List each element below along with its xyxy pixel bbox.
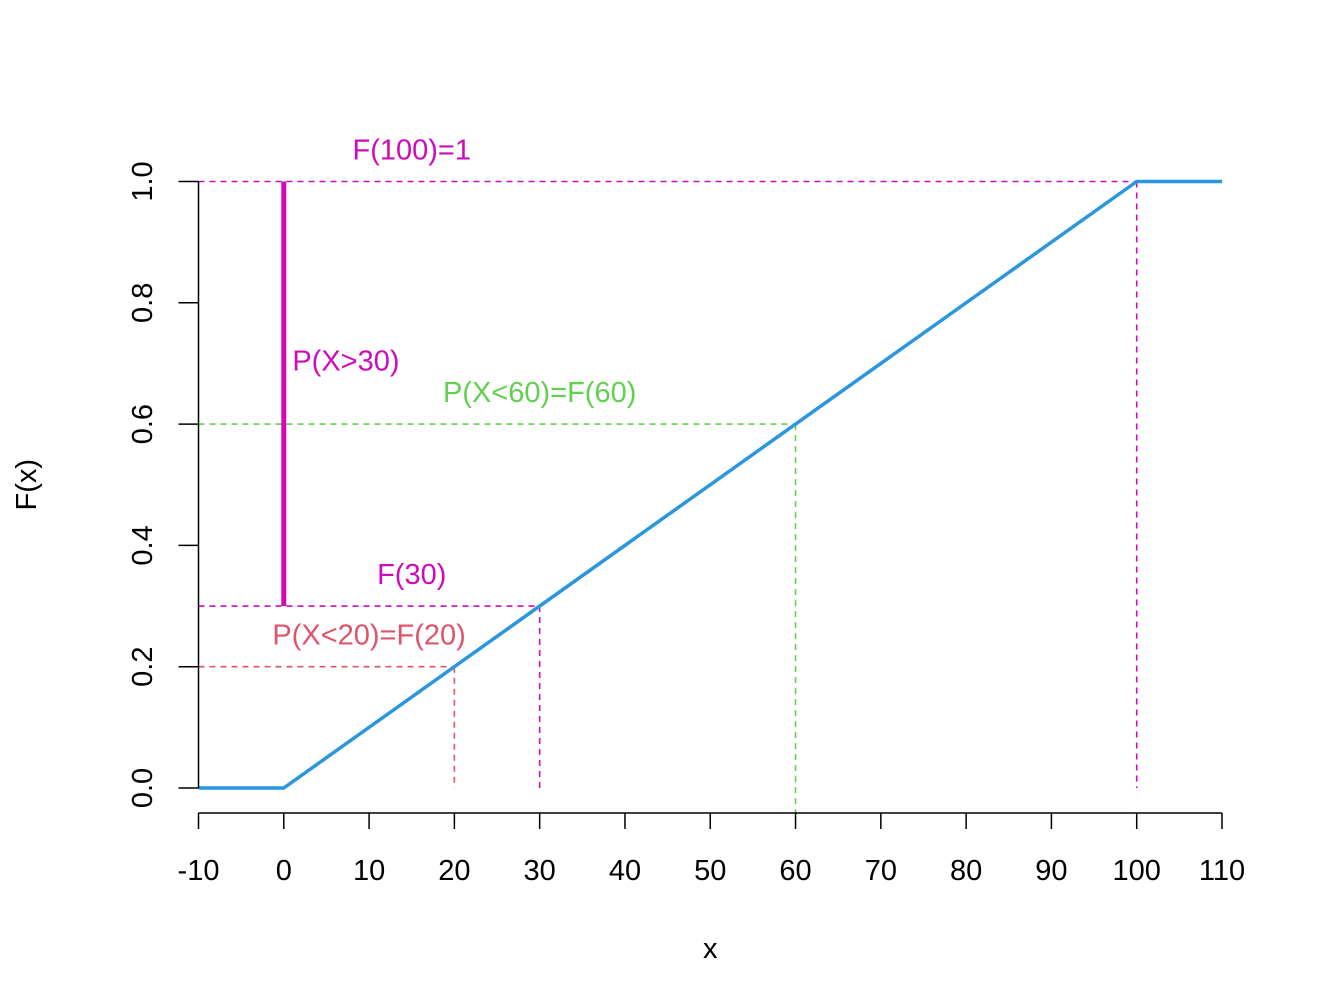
x-tick-label: 60	[779, 855, 811, 887]
y-tick-label: 0.4	[127, 525, 159, 565]
y-tick-label: 0.8	[127, 283, 159, 323]
annotation-label: F(100)=1	[352, 134, 470, 166]
annotation-label: P(X<20)=F(20)	[272, 620, 465, 652]
y-axis-label: F(x)	[11, 459, 43, 511]
x-tick-label: 20	[438, 855, 470, 887]
x-tick-label: 0	[276, 855, 292, 887]
annotation-label: P(X>30)	[292, 345, 399, 377]
reference-lines	[198, 180, 1138, 813]
x-axis-label: x	[703, 933, 718, 965]
x-tick-label: 80	[950, 855, 982, 887]
cdf-line	[198, 179, 1222, 790]
x-tick-label: 100	[1113, 855, 1161, 887]
x-tick-label: 50	[694, 855, 726, 887]
y-tick-label: 0.0	[127, 768, 159, 808]
x-tick-label: 110	[1199, 855, 1245, 887]
axes-group: -10 0 10 20 30 40 50 60 70 80 90 100 110 0.00.20.40.…	[127, 161, 1245, 887]
annotations-group: F(100)=1 P(X>30) P(X<60)=F(60) F(30) P(X<20)…	[272, 134, 636, 651]
y-tick-label: 0.6	[127, 404, 159, 444]
series-group	[198, 179, 1222, 790]
y-tick-label: 1.0	[127, 161, 159, 201]
y-ticks: 0.0 0.2 0.4 0.6 0.8 1.0	[127, 161, 199, 808]
annotation-label: F(30)	[377, 559, 446, 591]
x-tick-label: 30	[524, 855, 556, 887]
x-tick-label: 70	[865, 855, 897, 887]
x-tick-label: 90	[1035, 855, 1067, 887]
x-ticks: -10 0 10 20 30 40 50 60 70 80 90 100 110	[178, 813, 1245, 887]
y-tick-label: 0.2	[127, 647, 159, 687]
x-tick-label: 40	[609, 855, 641, 887]
annotation-label: P(X<60)=F(60)	[443, 377, 636, 409]
x-tick-label: 10	[353, 855, 385, 887]
x-tick-label: -10	[178, 855, 220, 887]
